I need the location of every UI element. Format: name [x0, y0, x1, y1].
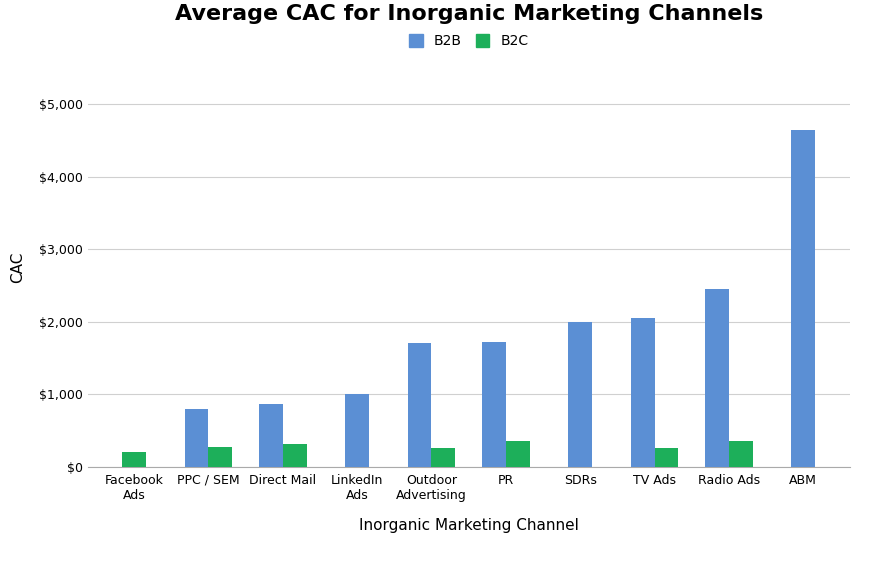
Bar — [345, 394, 369, 467]
Bar — [185, 409, 208, 467]
Bar — [791, 130, 815, 467]
Bar — [208, 447, 232, 467]
Bar — [654, 448, 678, 467]
Y-axis label: CAC: CAC — [10, 251, 25, 283]
Bar — [283, 444, 307, 467]
Bar — [705, 289, 729, 467]
Bar — [505, 440, 530, 467]
Bar — [432, 448, 456, 467]
Title: Average CAC for Inorganic Marketing Channels: Average CAC for Inorganic Marketing Chan… — [174, 3, 763, 24]
Bar — [259, 405, 283, 467]
Bar — [407, 344, 432, 467]
X-axis label: Inorganic Marketing Channel: Inorganic Marketing Channel — [359, 518, 578, 533]
Bar — [631, 318, 654, 467]
Legend: B2B, B2C: B2B, B2C — [402, 27, 535, 55]
Bar — [482, 342, 505, 467]
Bar — [729, 441, 752, 467]
Bar — [569, 321, 592, 467]
Bar — [123, 452, 146, 467]
